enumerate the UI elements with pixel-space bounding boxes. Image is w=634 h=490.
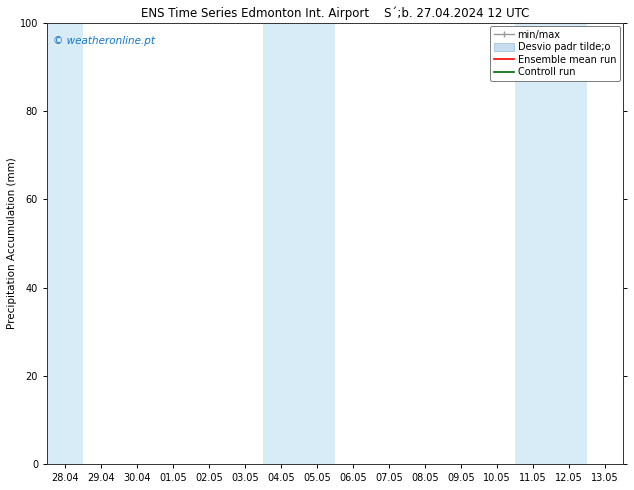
Legend: min/max, Desvio padr tilde;o, Ensemble mean run, Controll run: min/max, Desvio padr tilde;o, Ensemble m…	[490, 26, 620, 81]
Y-axis label: Precipitation Accumulation (mm): Precipitation Accumulation (mm)	[7, 158, 17, 329]
Bar	[47, 23, 83, 464]
Title: ENS Time Series Edmonton Int. Airport    S´;b. 27.04.2024 12 UTC: ENS Time Series Edmonton Int. Airport S´…	[141, 7, 529, 21]
Bar	[263, 23, 335, 464]
Text: © weatheronline.pt: © weatheronline.pt	[53, 36, 155, 46]
Bar	[515, 23, 587, 464]
